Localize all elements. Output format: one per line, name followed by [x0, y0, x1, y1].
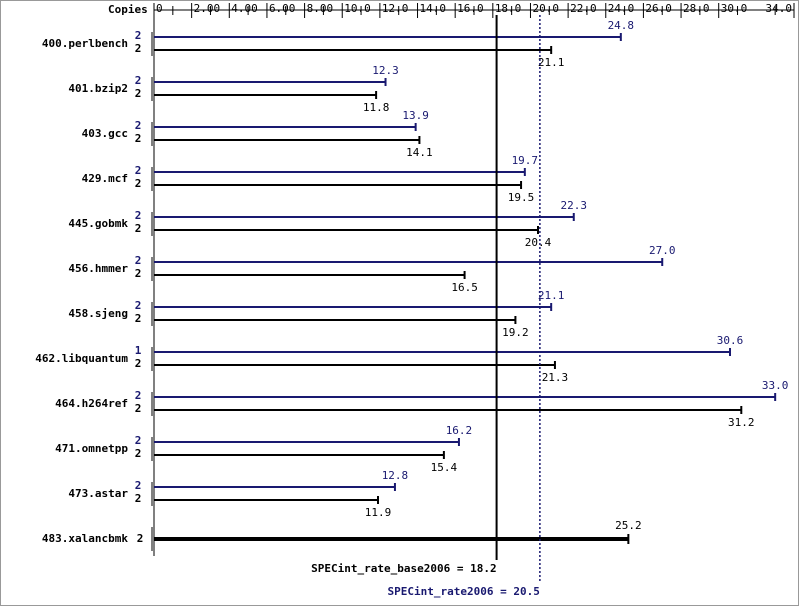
x-tick-label: 8.00: [307, 2, 334, 15]
copies: 2: [135, 164, 142, 177]
value-label: 21.3: [542, 371, 569, 384]
value-label: 12.8: [382, 469, 409, 482]
reference-label: SPECint_rate2006 = 20.5: [388, 585, 540, 598]
benchmark-name: 458.sjeng: [68, 307, 128, 320]
benchmark-name: 462.libquantum: [35, 352, 128, 365]
x-tick-label: 10.0: [344, 2, 371, 15]
copies: 2: [135, 267, 142, 280]
x-tick-label: 20.0: [532, 2, 559, 15]
value-label: 25.2: [615, 519, 642, 532]
x-tick-label: 24.0: [608, 2, 635, 15]
copies: 2: [135, 222, 142, 235]
value-label: 14.1: [406, 146, 433, 159]
copies: 2: [135, 29, 142, 42]
x-tick-label: 4.00: [231, 2, 258, 15]
benchmark-name: 464.h264ref: [55, 397, 128, 410]
copies: 2: [135, 447, 142, 460]
benchmark-name: 473.astar: [68, 487, 128, 500]
value-label: 11.9: [365, 506, 392, 519]
value-label: 27.0: [649, 244, 676, 257]
x-tick-label: 26.0: [645, 2, 672, 15]
value-label: 11.8: [363, 101, 390, 114]
copies: 2: [135, 42, 142, 55]
copies: 2: [135, 119, 142, 132]
x-tick-label: 6.00: [269, 2, 296, 15]
x-tick-label: 34.0: [766, 2, 793, 15]
value-label: 20.4: [525, 236, 552, 249]
value-label: 15.4: [431, 461, 458, 474]
copies: 2: [135, 254, 142, 267]
copies: 2: [137, 532, 144, 545]
value-label: 13.9: [402, 109, 429, 122]
copies: 2: [135, 74, 142, 87]
value-label: 21.1: [538, 289, 565, 302]
x-tick-label: 30.0: [721, 2, 748, 15]
x-tick-label: 16.0: [457, 2, 484, 15]
benchmark-name: 403.gcc: [82, 127, 128, 140]
benchmark-name: 400.perlbench: [42, 37, 128, 50]
value-label: 19.5: [508, 191, 535, 204]
x-tick-label: 0: [156, 2, 163, 15]
benchmark-name: 445.gobmk: [68, 217, 128, 230]
value-label: 12.3: [372, 64, 399, 77]
value-label: 33.0: [762, 379, 789, 392]
benchmark-name: 401.bzip2: [68, 82, 128, 95]
value-label: 22.3: [561, 199, 588, 212]
benchmark-name: 429.mcf: [82, 172, 128, 185]
x-tick-label: 18.0: [495, 2, 521, 15]
value-label: 21.1: [538, 56, 565, 69]
x-tick-label: 28.0: [683, 2, 710, 15]
copies: 2: [135, 492, 142, 505]
value-label: 31.2: [728, 416, 755, 429]
value-label: 16.5: [451, 281, 478, 294]
copies: 2: [135, 299, 142, 312]
copies: 1: [135, 344, 142, 357]
copies: 2: [135, 479, 142, 492]
copies: 2: [135, 357, 142, 370]
value-label: 16.2: [446, 424, 473, 437]
x-tick-label: 2.00: [194, 2, 221, 15]
value-label: 19.2: [502, 326, 529, 339]
x-tick-label: 14.0: [420, 2, 447, 15]
copies: 2: [135, 312, 142, 325]
value-label: 30.6: [717, 334, 744, 347]
copies: 2: [135, 389, 142, 402]
value-label: 24.8: [608, 19, 635, 32]
copies-header: Copies: [108, 3, 148, 16]
x-tick-label: 12.0: [382, 2, 409, 15]
reference-label: SPECint_rate_base2006 = 18.2: [311, 562, 496, 575]
copies: 2: [135, 402, 142, 415]
bar: [154, 537, 629, 541]
copies: 2: [135, 87, 142, 100]
benchmark-name: 456.hmmer: [68, 262, 128, 275]
benchmark-name: 471.omnetpp: [55, 442, 128, 455]
copies: 2: [135, 209, 142, 222]
copies: 2: [135, 132, 142, 145]
benchmark-name: 483.xalancbmk: [42, 532, 128, 545]
copies: 2: [135, 177, 142, 190]
value-label: 19.7: [512, 154, 539, 167]
x-tick-label: 22.0: [570, 2, 597, 15]
copies: 2: [135, 434, 142, 447]
